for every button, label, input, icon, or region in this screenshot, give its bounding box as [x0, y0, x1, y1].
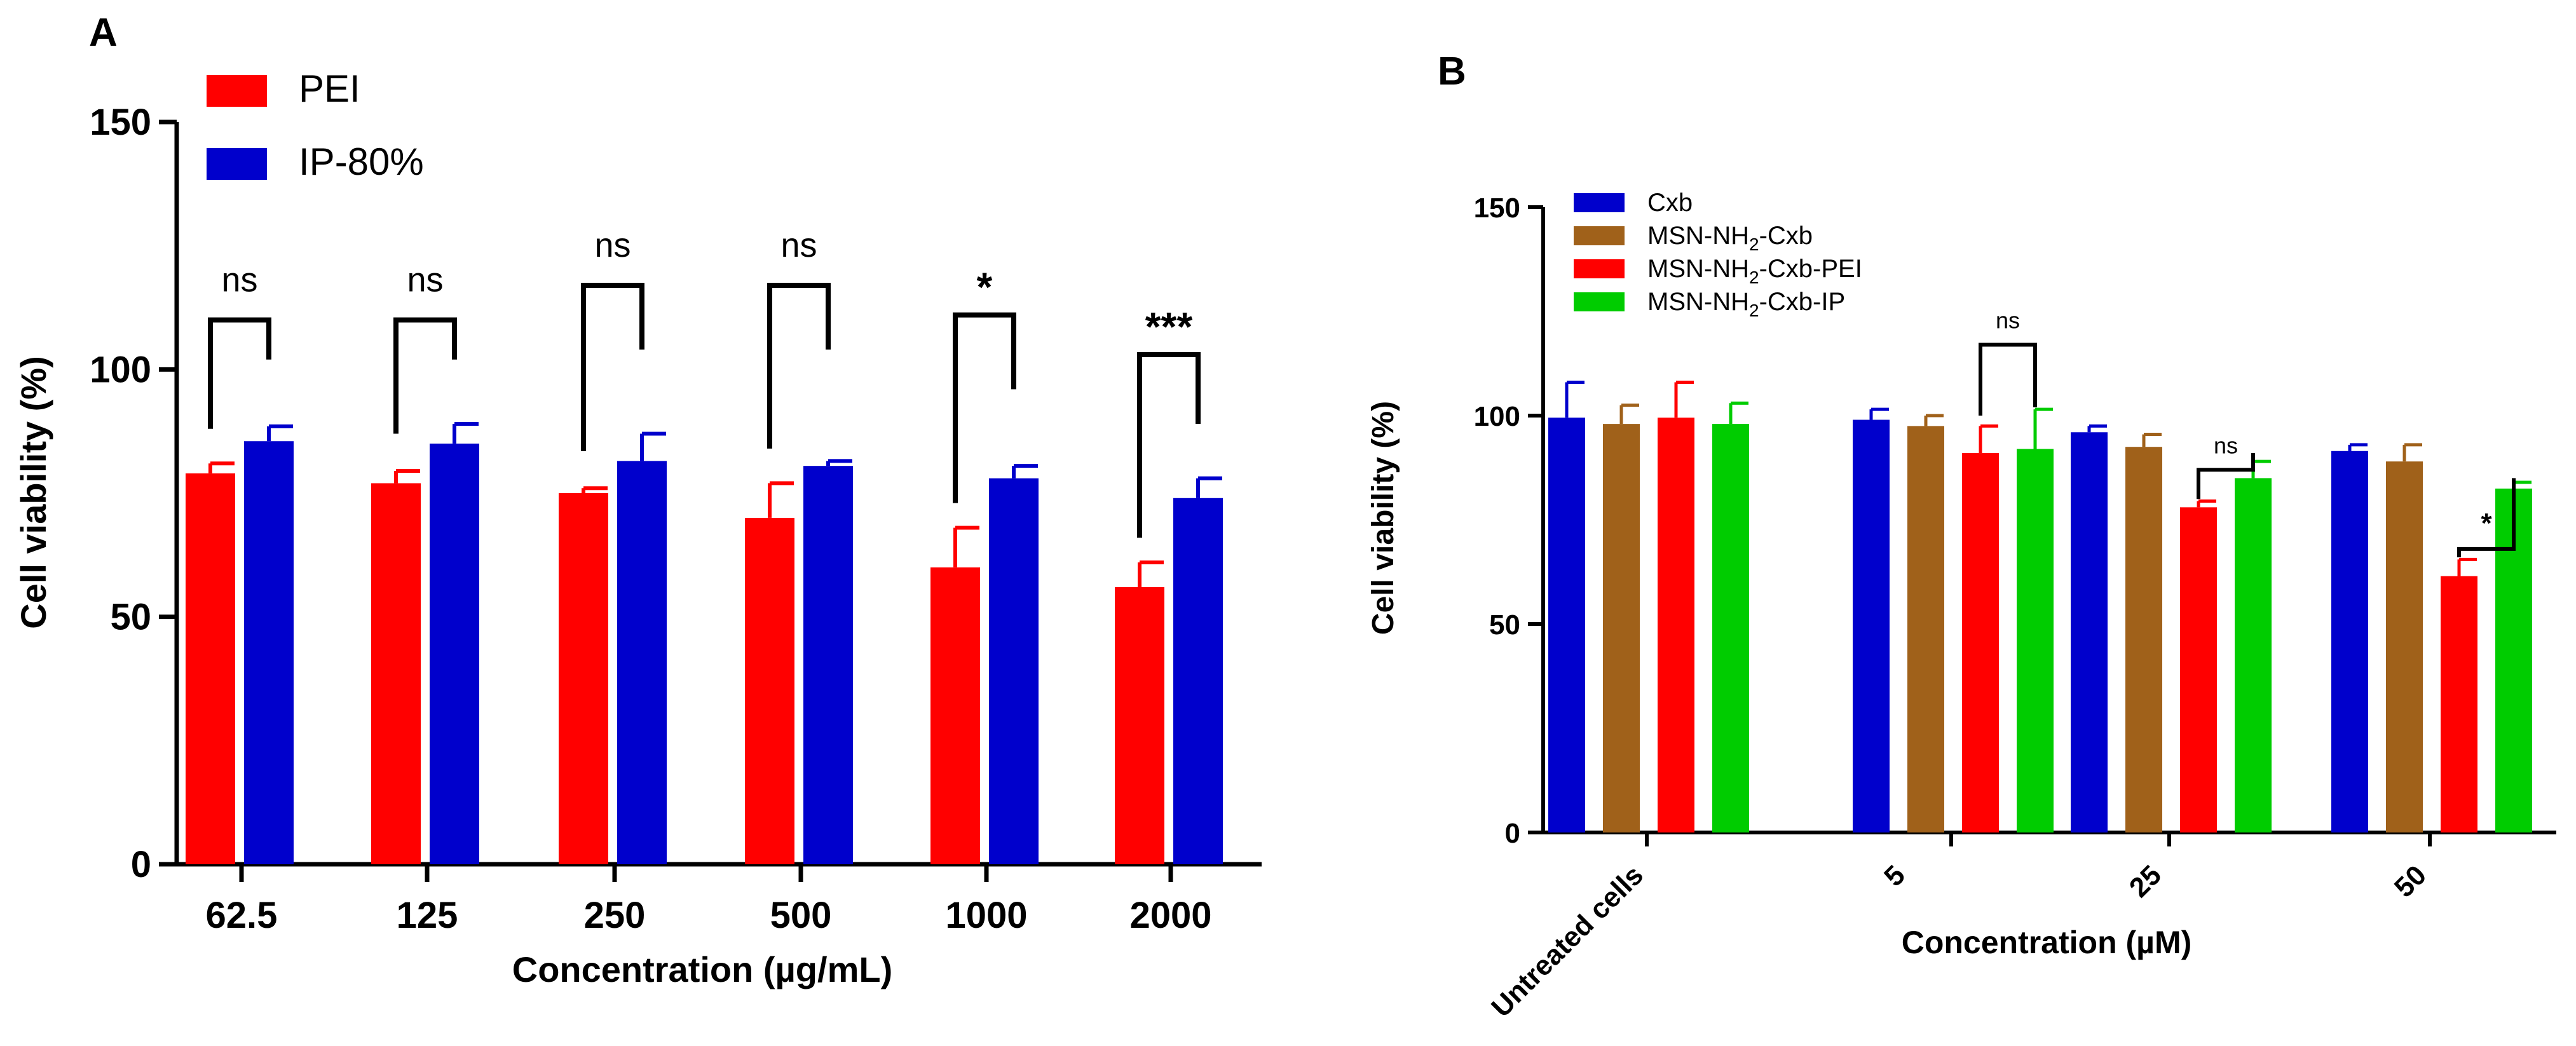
- panel-label-b: B: [1438, 50, 1466, 93]
- panel-a-legend-label: PEI: [299, 67, 360, 110]
- panel-b-y-axis-label: Cell viability (%): [1366, 401, 1400, 635]
- panel-a-bar: [745, 517, 794, 864]
- panel-b-x-tick-label: Untreated cells: [1485, 859, 1649, 1023]
- panel-b-x-axis-label: Concentration (µM): [1902, 925, 2192, 960]
- panel-b-bar: [2235, 478, 2272, 832]
- panel-b-legend-label-subscript: 2: [1749, 301, 1759, 320]
- panel-a-bar: [371, 483, 421, 864]
- panel-b-bar: [1603, 424, 1640, 832]
- panel-a-bar: [803, 466, 853, 864]
- panel-a-significance-bracket: [767, 282, 831, 449]
- panel-b-legend-swatch: [1574, 259, 1625, 278]
- panel-b-bar: [1853, 419, 1890, 832]
- panel-a-significance-label: ns: [780, 226, 817, 264]
- panel-a-x-tick-label: 125: [397, 895, 458, 936]
- panel-b-bar: [1962, 453, 1999, 832]
- panel-b-bar: [2386, 461, 2423, 832]
- panel-a-bar: [1173, 498, 1223, 864]
- panel-b-significance-label: ns: [2214, 432, 2238, 458]
- panel-a-significance-label: *: [977, 264, 993, 310]
- panel-label-a: A: [89, 11, 118, 55]
- panel-a-legend-swatch: [207, 148, 267, 180]
- panel-a-y-tick-label: 100: [90, 349, 151, 390]
- panel-b-x-tick-label: 50: [2389, 859, 2432, 903]
- panel-b-bar: [1658, 418, 1694, 832]
- panel-b-legend-label-subscript: 2: [1749, 268, 1759, 287]
- panel-b-legend-label: MSN-NH2-Cxb: [1647, 222, 1813, 254]
- panel-b-bar: [1548, 418, 1585, 832]
- panel-b-legend-label-prefix: MSN-NH: [1647, 255, 1749, 283]
- panel-b-legend-label-suffix: -Cxb-PEI: [1759, 255, 1862, 283]
- panel-b-legend-label: MSN-NH2-Cxb-IP: [1647, 288, 1845, 320]
- panel-b-significance-label: *: [2481, 508, 2492, 539]
- panel-b-legend-label-subscript: 2: [1749, 234, 1759, 254]
- panel-b-bar: [2017, 449, 2054, 832]
- panel-b-significance-bracket: [2197, 453, 2255, 499]
- panel-b-significance-label: ns: [1996, 307, 2020, 333]
- panel-a-y-axis-label: Cell viability (%): [13, 356, 53, 628]
- panel-b-x-tick-label: 5: [1878, 859, 1911, 892]
- panel-b-legend-swatch: [1574, 193, 1625, 212]
- panel-b-legend-label-prefix: MSN-NH: [1647, 222, 1749, 250]
- panel-a-bar: [930, 567, 980, 864]
- panel-b-bar: [1907, 426, 1944, 832]
- panel-b-legend-label: MSN-NH2-Cxb-PEI: [1647, 255, 1862, 287]
- panel-b-bar: [2125, 447, 2162, 832]
- panel-b-y-tick-label: 100: [1474, 401, 1520, 432]
- panel-a-significance-bracket: [393, 317, 457, 434]
- panel-a-bar: [186, 473, 235, 864]
- panel-a-bar: [559, 493, 608, 864]
- panel-a-y-tick-label: 0: [131, 844, 151, 885]
- panel-a-significance-bracket: [953, 312, 1016, 503]
- panel-a-bar: [617, 461, 667, 864]
- panel-b-significance-bracket: [1979, 343, 2037, 416]
- panel-a-significance-label: ns: [594, 226, 630, 264]
- panel-a-legend-swatch: [207, 75, 267, 107]
- panel-a-significance-label: ***: [1145, 304, 1193, 350]
- panel-a-x-tick-label: 2000: [1129, 895, 1211, 936]
- panel-b-significance-bracket: [2457, 478, 2516, 558]
- panel-b-legend-label-suffix: -Cxb-IP: [1759, 288, 1846, 316]
- panel-b-legend-label-prefix: MSN-NH: [1647, 288, 1749, 316]
- panel-b-bar: [2071, 432, 2108, 832]
- panel-a-significance-bracket: [1137, 351, 1201, 538]
- panel-a-x-tick-label: 250: [584, 895, 646, 936]
- panel-a-x-tick-label: 1000: [945, 895, 1027, 936]
- panel-a-bar: [989, 478, 1039, 864]
- panel-a-x-tick-label: 500: [770, 895, 832, 936]
- panel-b-legend-label-prefix: Cxb: [1647, 189, 1693, 217]
- panel-a-significance-bracket: [208, 317, 271, 429]
- panel-a-x-axis-label: Concentration (µg/mL): [512, 949, 892, 989]
- panel-a-y-tick-label: 150: [90, 102, 151, 143]
- panel-b-bar: [2180, 507, 2217, 832]
- panel-b-y-tick-label: 50: [1489, 609, 1520, 641]
- panel-b-legend-label: Cxb: [1647, 189, 1693, 217]
- panel-b-bar: [2441, 576, 2477, 832]
- panel-a-bar: [244, 441, 294, 864]
- panel-b-x-tick-label: 25: [2123, 859, 2167, 903]
- panel-a-y-tick-label: 50: [110, 597, 151, 638]
- panel-a-significance-label: ns: [407, 261, 443, 299]
- panel-b-y-tick-label: 150: [1474, 193, 1520, 224]
- panel-a-significance-bracket: [581, 282, 644, 451]
- panel-b-legend-swatch: [1574, 226, 1625, 245]
- panel-b-y-tick-label: 0: [1505, 818, 1520, 849]
- panel-b-bar: [2331, 451, 2368, 832]
- panel-a-bar: [1115, 587, 1164, 864]
- panel-b: B 0 50 100 150 Untreated cells 5 25 50 ns ns * Cxb M…: [1366, 50, 2556, 1023]
- panel-a: A 0 50 100 150 62.5 125 250 500 1000 2000 ns ns ns ns…: [13, 11, 1262, 989]
- panel-a-significance-label: ns: [221, 261, 257, 299]
- panel-a-legend-label: IP-80%: [299, 140, 424, 183]
- panel-a-x-tick-label: 62.5: [206, 895, 278, 936]
- panel-b-legend-label-suffix: -Cxb: [1759, 222, 1813, 250]
- panel-b-bar: [1712, 424, 1749, 832]
- panel-b-legend-swatch: [1574, 292, 1625, 311]
- panel-a-bar: [430, 444, 479, 864]
- panel-b-plot: 0 50 100 150 Untreated cells 5 25 50 ns ns * Cxb MSN…: [1474, 189, 2556, 1023]
